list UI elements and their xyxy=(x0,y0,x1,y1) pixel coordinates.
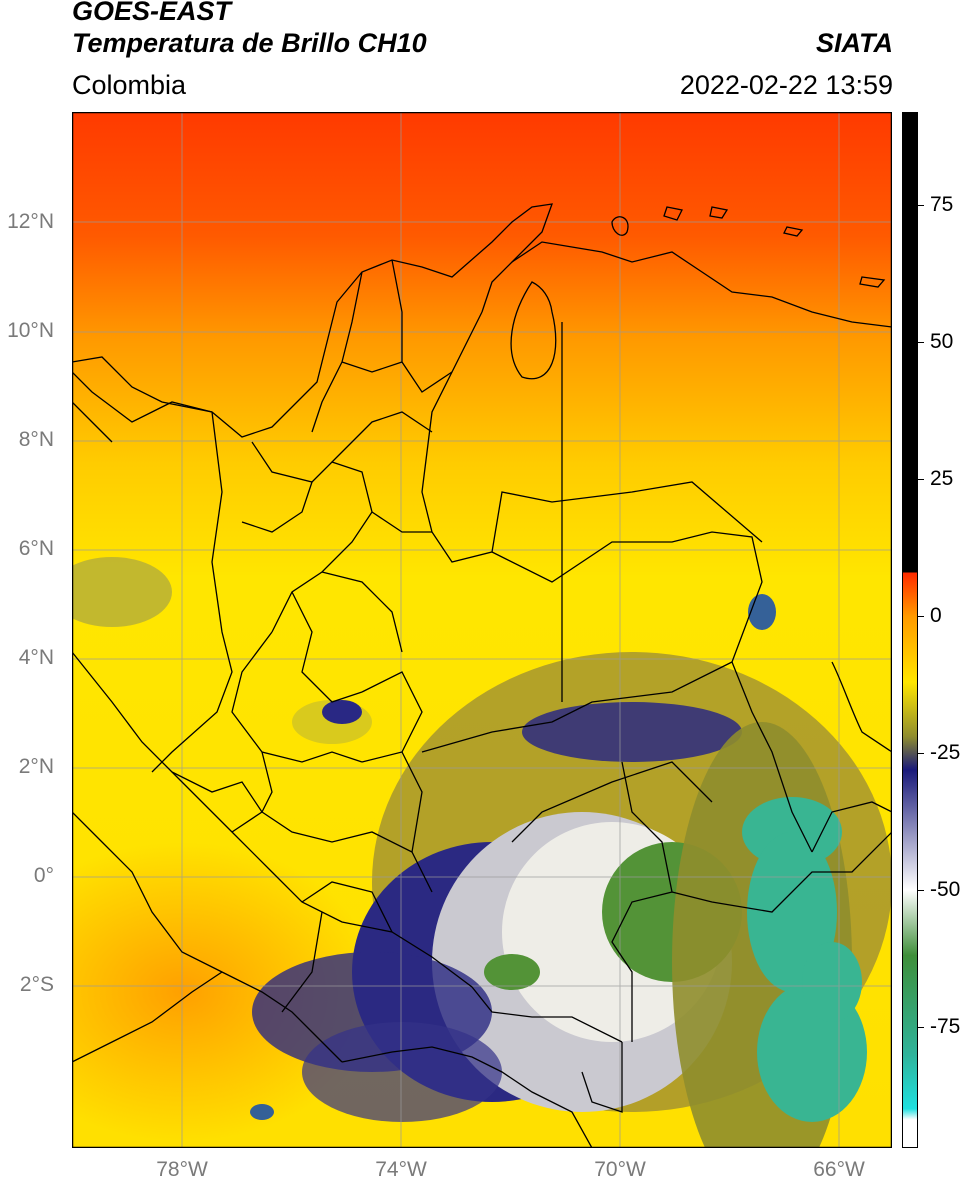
region-label: Colombia xyxy=(72,70,187,100)
colorbar xyxy=(902,112,918,1148)
lat-label-0: 0° xyxy=(33,864,54,887)
colorbar-tick xyxy=(918,616,924,618)
colorbar-tick-label: 0 xyxy=(930,604,942,628)
colorbar-tick xyxy=(918,342,924,344)
lat-label-6n: 6°N xyxy=(18,537,54,560)
colorbar-tick-label: 25 xyxy=(930,467,954,491)
graticule xyxy=(72,112,892,1148)
colorbar-tick-label: -25 xyxy=(930,741,961,765)
colorbar-tick xyxy=(918,479,924,481)
colorbar-tick-label: 50 xyxy=(930,330,954,354)
lon-label-74w: 74°W xyxy=(375,1158,427,1181)
lat-label-4n: 4°N xyxy=(18,646,54,669)
colorbar-tick-label: -75 xyxy=(930,1015,961,1039)
country-borders xyxy=(72,203,892,1148)
colorbar-tick xyxy=(918,753,924,755)
olive-patch-west xyxy=(72,557,172,627)
colorbar-tick xyxy=(918,205,924,207)
lon-label-78w: 78°W xyxy=(156,1158,208,1181)
lat-label-2s: 2°S xyxy=(19,973,54,996)
colorbar-tick-label: -50 xyxy=(930,878,961,902)
map-title-line2: Temperatura de Brillo CH10 xyxy=(72,28,427,58)
map-frame xyxy=(72,112,892,1148)
lon-label-70w: 70°W xyxy=(594,1158,646,1181)
lat-label-10n: 10°N xyxy=(7,319,54,342)
colorbar-tick xyxy=(918,890,924,892)
satellite-map xyxy=(72,112,892,1148)
lat-label-8n: 8°N xyxy=(18,428,54,451)
lat-label-12n: 12°N xyxy=(7,210,54,233)
colorbar-tick xyxy=(918,1027,924,1029)
lat-label-2n: 2°N xyxy=(18,755,54,778)
map-title-line1: GOES-EAST xyxy=(72,0,232,26)
brand-label: SIATA xyxy=(816,28,893,58)
timestamp: 2022-02-22 13:59 xyxy=(679,70,893,100)
lon-label-66w: 66°W xyxy=(813,1158,865,1181)
colorbar-tick-label: 75 xyxy=(930,193,954,217)
